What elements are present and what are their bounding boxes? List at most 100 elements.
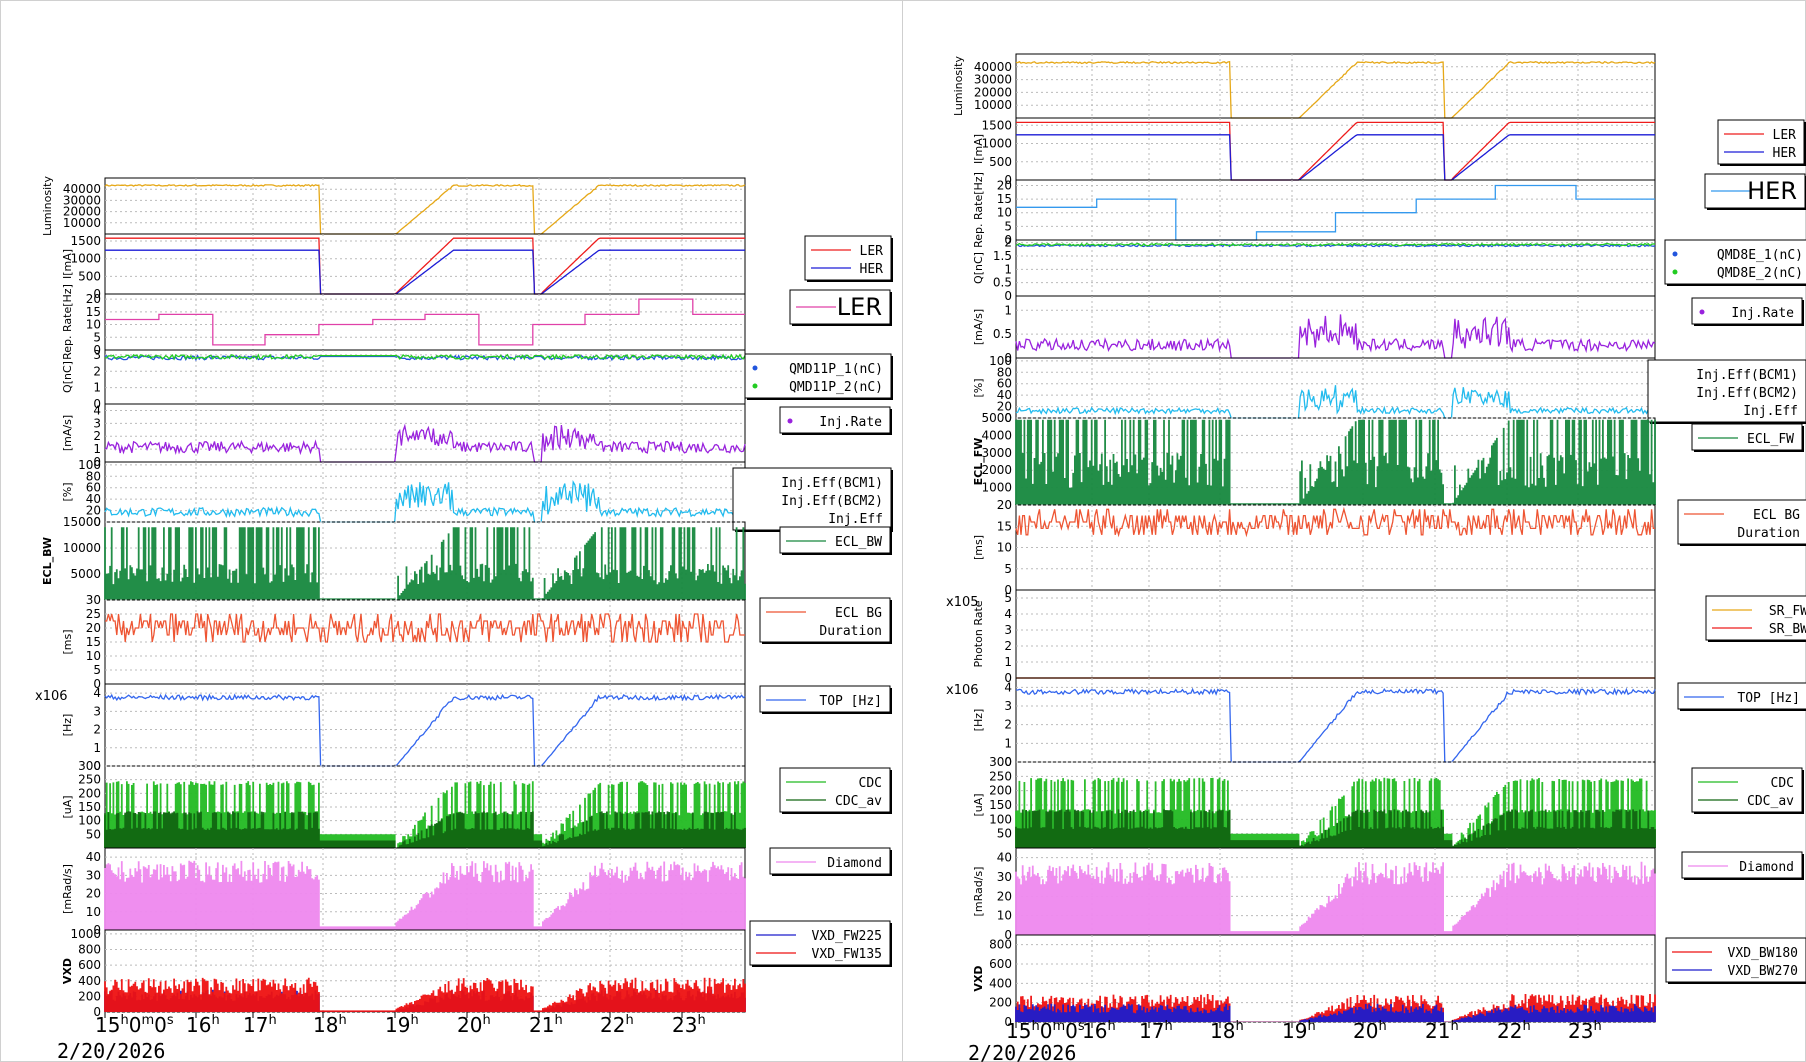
series-her [105,249,745,295]
y-axis-label: [ms] [61,629,74,654]
y-axis-label: [Hz] [61,714,74,737]
legend-injrate: Inj.Rate [1691,297,1804,326]
y-tick-label: 800 [989,938,1012,952]
legend-label: Inj.Rate [1731,306,1794,321]
y-tick-label: 4 [1004,680,1012,694]
x-tick-label: 20h [1353,1019,1387,1043]
legend-label: Inj.Rate [819,415,882,430]
y-tick-label: 30 [997,870,1012,884]
legend-swatch [787,418,793,424]
legend-label: VXD_BW270 [1728,964,1798,979]
y-tick-label: 15 [997,519,1012,533]
series-luminosity [1015,60,1656,119]
y-tick-label: 200 [989,996,1012,1010]
y-tick-label: 200 [78,786,101,800]
y-tick-label: 1 [1004,655,1012,669]
y-tick-label: 5000 [70,567,101,581]
y-tick-label: 10000 [63,541,101,555]
series-qmd8e-2-nc- [1015,242,1656,247]
plot-frame [1015,53,1656,119]
legend-swatch [1672,251,1678,257]
y-tick-label: 800 [78,943,101,957]
legend-box [779,767,891,813]
y-tick-label: 100 [78,814,101,828]
y-tick-label: 2 [93,429,101,443]
panel-divider [902,0,903,1062]
chart-row-top: 0 1 2 3 4 [Hz] x106 TOP [Hz] [35,683,892,773]
legend-label: ECL BG [1753,508,1800,523]
legend-box [1665,937,1806,983]
legend-label: QMD8E_2(nC) [1717,266,1803,281]
y-tick-label: 1500 [70,234,101,248]
y-tick-label: 4 [1004,607,1012,621]
y-tick-label: 40 [86,492,101,506]
chart-row-diamond: 0 10 20 30 40 [mRad/s] Diamond [972,847,1804,942]
y-tick-label: 30 [86,868,101,882]
legend-top: TOP [Hz] [759,685,892,714]
legend-shadow [782,553,892,555]
y-tick-label: 0 [93,515,101,529]
legend-shadow [1668,982,1806,984]
legend-label: ECL_FW [1747,432,1794,447]
y-tick-label: 1000 [70,252,101,266]
y-tick-label: 20 [997,889,1012,903]
y-axis-label: [Hz] [972,709,985,732]
series-inj-rate [1015,314,1656,359]
y-tick-label: 1000 [981,481,1012,495]
legend-box [759,597,891,643]
y-tick-label: 3 [93,416,101,430]
y-tick-label: 10000 [974,98,1012,112]
y-axis-label: Rep. Rate[Hz] [61,284,74,360]
y-tick-label: 0.5 [993,327,1012,341]
y-axis-label: [%] [61,482,74,501]
series-her [1016,184,1655,241]
y-axis-label: [%] [972,378,985,397]
y-axis-label: Photon Rate [972,600,985,667]
y-axis-label: [mRad/s] [972,867,985,917]
y-tick-label: 0 [1004,233,1012,247]
legend-photon: SR_FW SR_BW [1705,595,1806,642]
chart-row-eclbg: 0 5 10 15 20 [ms] ECL BG Duration [972,498,1806,597]
legend-label: ECL BG [835,606,882,621]
series-cdc-av [104,811,746,848]
legend-box [744,353,892,399]
legend-shadow [890,770,892,814]
x-tick-label: 17h [1139,1019,1173,1043]
y-tick-label: 4 [93,403,101,417]
chart-row-injeff: 020406080100[%]Inj.Eff(BCM1)Inj.Eff(BCM2… [61,458,893,532]
y-tick-label: 0 [1004,1015,1012,1029]
date-label: 2/20/2026 [57,1039,165,1062]
y-tick-label: 200 [78,989,101,1003]
legend-ecl: ECL_FW [1691,423,1804,452]
y-tick-label: 5 [93,663,101,677]
legend-injrate: Inj.Rate [779,406,892,435]
x-tick-label: 22h [600,1013,634,1037]
legend-shadow [890,850,892,876]
series-luminosity [104,183,746,235]
y-tick-label: 1 [1004,736,1012,750]
y-axis-label: VXD [972,965,985,991]
y-tick-label: 0 [1004,755,1012,769]
x-tick-label: 21h [529,1013,563,1037]
legend-label: LER [860,244,884,259]
y-tick-label: 100 [989,354,1012,368]
x-tick-label: 18h [1210,1019,1244,1043]
legend-shadow [747,398,893,400]
plot-frame [104,403,746,463]
y-tick-label: 300 [78,759,101,773]
y-axis-label: [mA/s] [972,309,985,345]
y-tick-label: 200 [989,784,1012,798]
y-tick-label: 10 [997,541,1012,555]
legend-shadow [890,529,892,555]
chart-row-ecl: 5000 10000 15000 ECL_BW ECL_BW [41,515,892,601]
legend-label: VXD_FW135 [812,947,882,962]
y-tick-label: 5 [1004,562,1012,576]
legend-shadow [1802,854,1804,880]
y-axis-label: Q[nC] [61,361,74,393]
legend-label: QMD8E_1(nC) [1717,248,1803,263]
